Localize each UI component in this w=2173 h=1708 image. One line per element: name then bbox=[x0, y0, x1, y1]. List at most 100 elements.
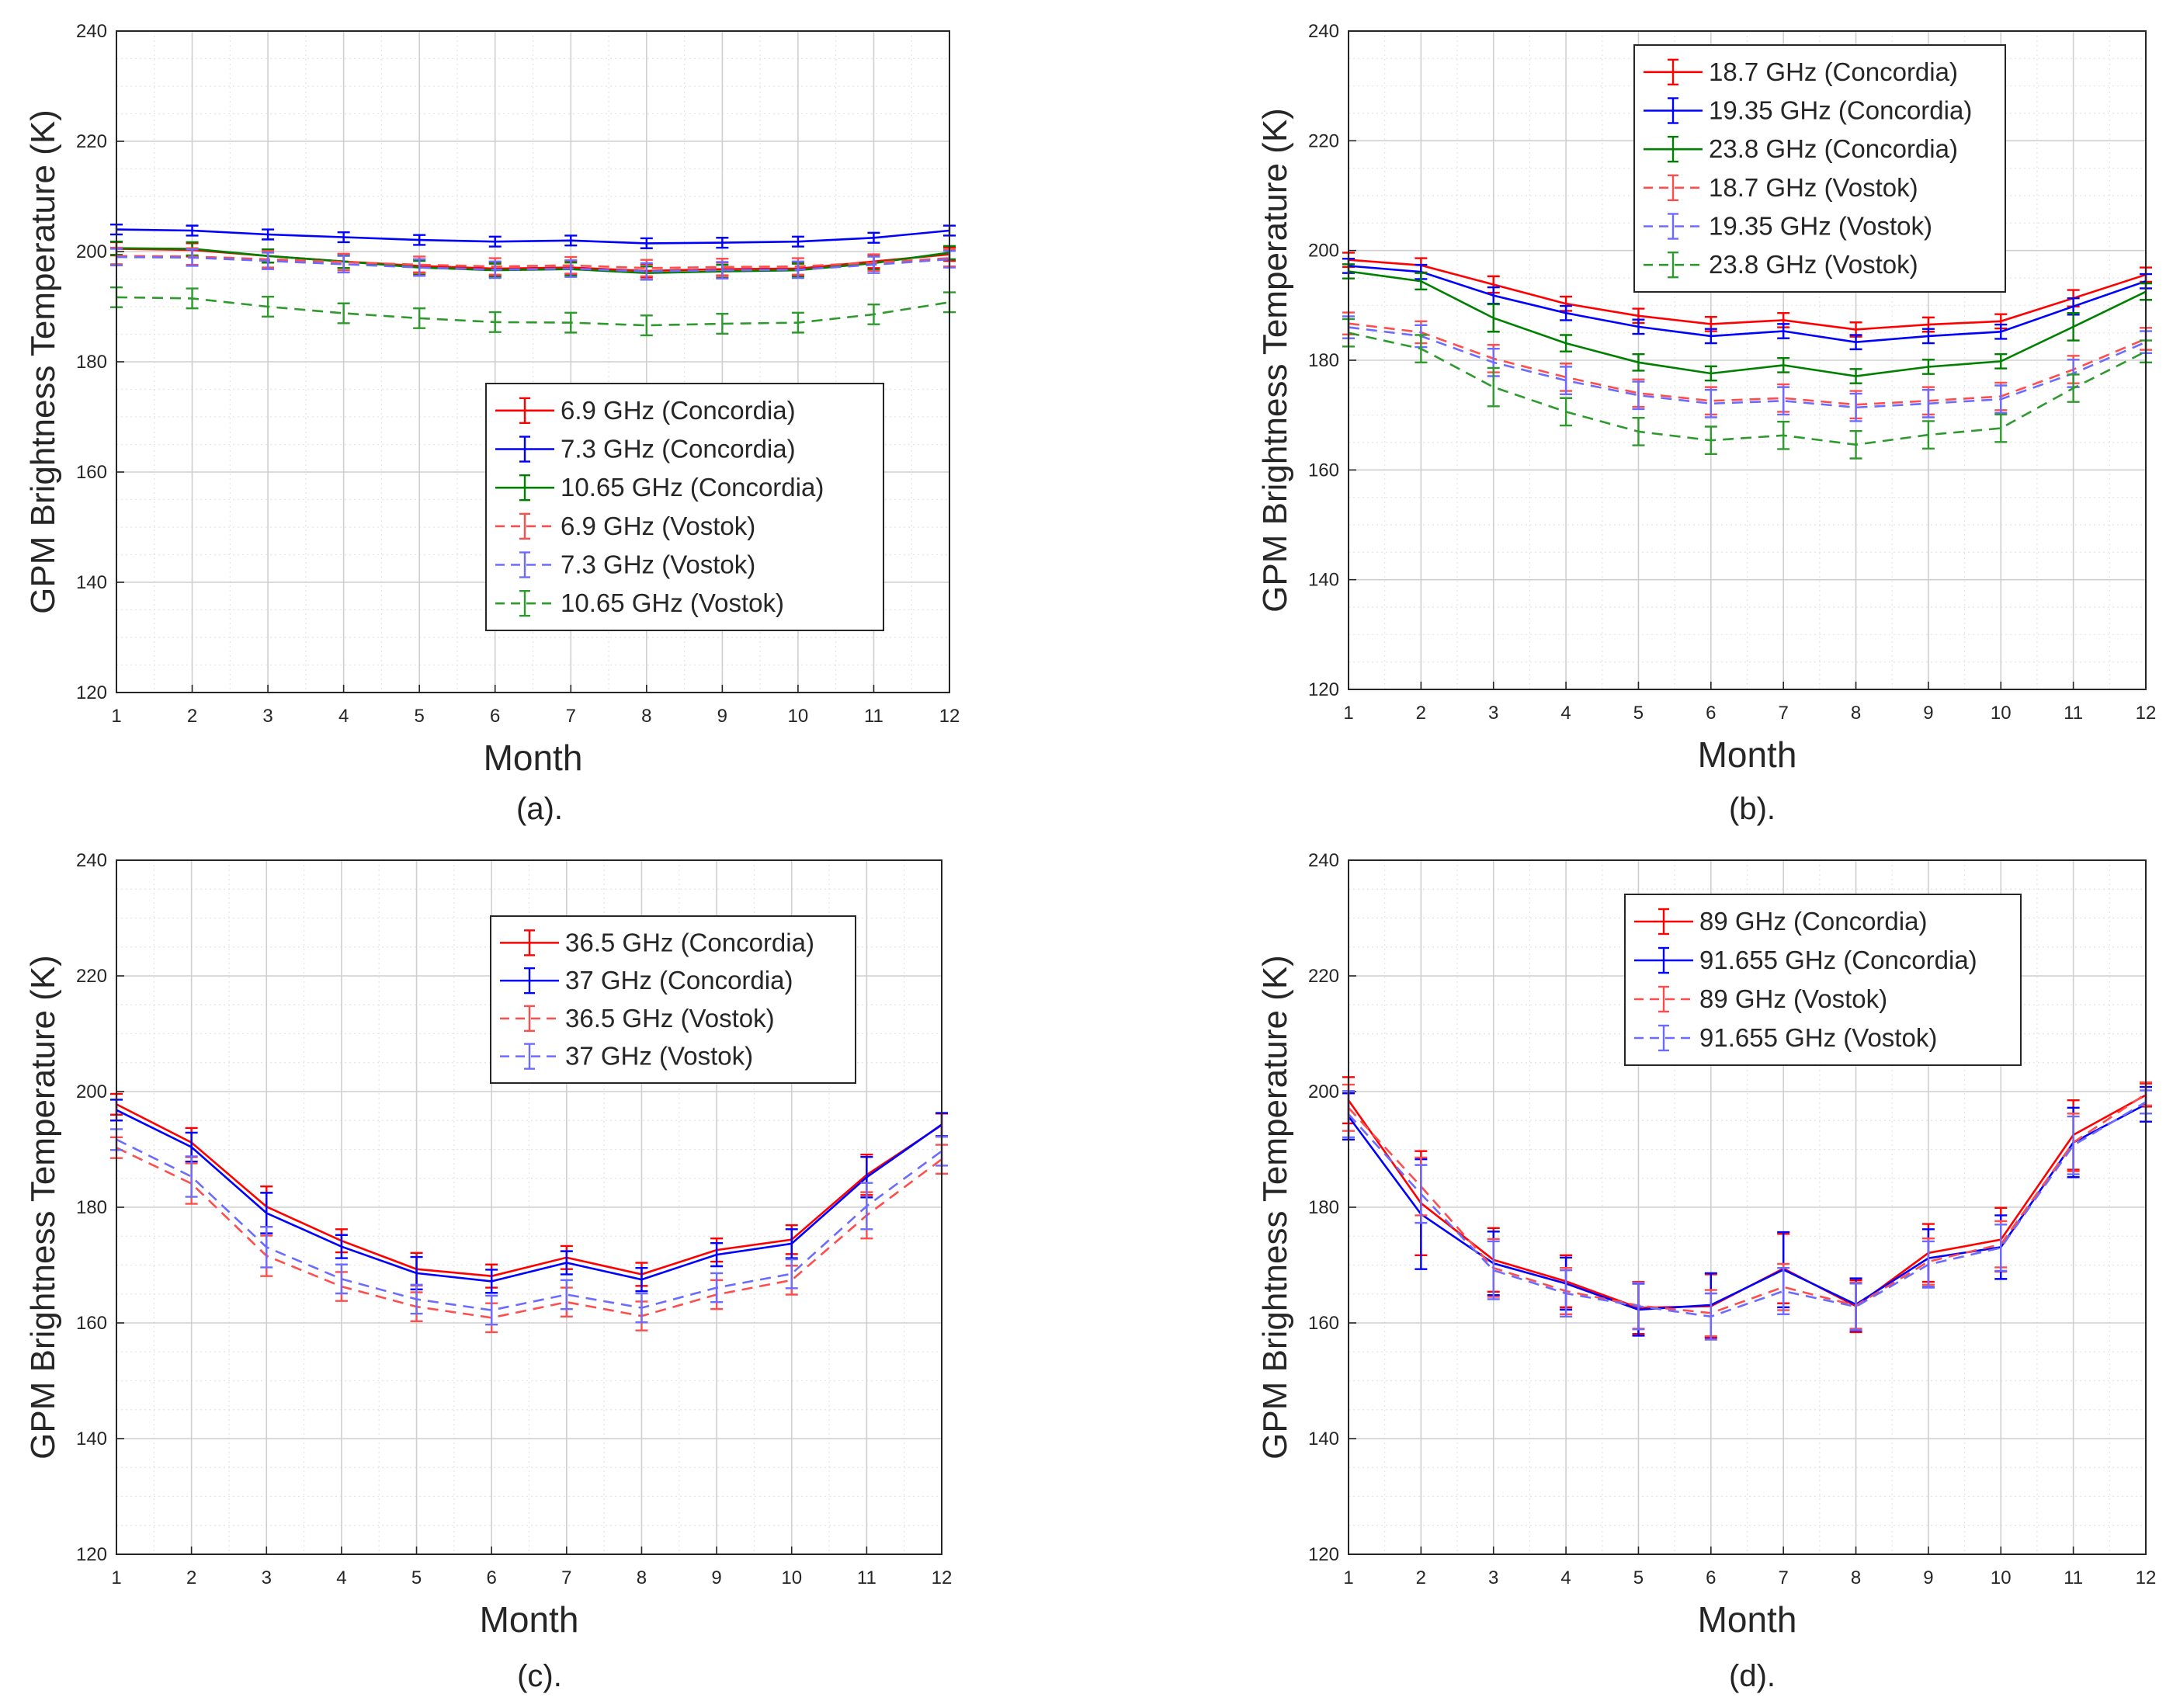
series-line bbox=[116, 296, 950, 327]
caption-d: (d). bbox=[1729, 1659, 1776, 1693]
x-tick-label: 6 bbox=[1706, 1567, 1716, 1588]
legend-label: 18.7 GHz (Vostok) bbox=[1709, 173, 1918, 202]
y-tick-label: 140 bbox=[76, 572, 107, 593]
x-tick-label: 11 bbox=[857, 1567, 876, 1588]
x-tick-label: 2 bbox=[187, 706, 197, 727]
x-axis-label: Month bbox=[484, 738, 583, 778]
y-tick-label: 180 bbox=[76, 1197, 107, 1218]
x-tick-label: 4 bbox=[1560, 703, 1571, 724]
x-tick-label: 2 bbox=[1416, 703, 1426, 724]
legend: 18.7 GHz (Concordia) 19.35 GHz (Concordia… bbox=[1633, 44, 2006, 293]
axes-frame bbox=[116, 859, 942, 1555]
y-tick-label: 200 bbox=[1308, 241, 1339, 262]
x-tick-label: 11 bbox=[864, 706, 883, 727]
y-axis-label: GPM Brightness Temperature (K) bbox=[24, 109, 62, 614]
y-tick-label: 200 bbox=[1308, 1081, 1339, 1102]
x-tick-label: 5 bbox=[1633, 1567, 1644, 1588]
y-tick-label: 160 bbox=[1308, 1313, 1339, 1334]
x-tick-label: 1 bbox=[111, 1567, 121, 1588]
legend-label: 23.8 GHz (Concordia) bbox=[1709, 134, 1958, 163]
legend-label: 6.9 GHz (Concordia) bbox=[561, 396, 796, 425]
x-tick-label: 10 bbox=[788, 706, 809, 727]
y-tick-label: 180 bbox=[76, 352, 107, 373]
legend: 89 GHz (Concordia) 91.655 GHz (Concordia)… bbox=[1624, 894, 2022, 1066]
legend-label: 36.5 GHz (Vostok) bbox=[565, 1004, 775, 1033]
series-4 bbox=[110, 1128, 948, 1326]
x-axis-label: Month bbox=[1698, 734, 1797, 775]
y-tick-label: 160 bbox=[76, 1313, 107, 1334]
x-tick-label: 12 bbox=[939, 706, 960, 727]
series-line bbox=[116, 1103, 942, 1278]
y-tick-label: 160 bbox=[1308, 460, 1339, 481]
y-tick-label: 240 bbox=[1308, 850, 1339, 871]
axes-frame bbox=[1348, 859, 2147, 1555]
series-line bbox=[1348, 1101, 2147, 1318]
y-tick-label: 220 bbox=[1308, 966, 1339, 987]
x-tick-label: 12 bbox=[932, 1567, 953, 1588]
x-tick-label: 8 bbox=[637, 1567, 647, 1588]
legend-label: 18.7 GHz (Concordia) bbox=[1709, 57, 1958, 86]
x-tick-label: 12 bbox=[2136, 703, 2157, 724]
x-tick-label: 3 bbox=[1488, 703, 1498, 724]
x-tick-label: 2 bbox=[1416, 1567, 1426, 1588]
x-tick-label: 9 bbox=[711, 1567, 721, 1588]
y-tick-label: 180 bbox=[1308, 1197, 1339, 1218]
x-tick-label: 6 bbox=[1706, 703, 1716, 724]
axes-frame bbox=[116, 30, 950, 693]
x-tick-label: 11 bbox=[2064, 703, 2083, 724]
legend-box bbox=[490, 915, 856, 1084]
series-3 bbox=[1342, 263, 2152, 384]
y-tick-label: 240 bbox=[76, 21, 107, 42]
y-axis-label: GPM Brightness Temperature (K) bbox=[1256, 955, 1294, 1460]
x-tick-label: 1 bbox=[111, 706, 121, 727]
y-tick-label: 220 bbox=[1308, 130, 1339, 151]
series-line bbox=[116, 255, 950, 273]
legend-box bbox=[485, 383, 884, 631]
x-tick-label: 4 bbox=[338, 706, 349, 727]
y-tick-label: 140 bbox=[76, 1429, 107, 1449]
x-tick-label: 2 bbox=[186, 1567, 196, 1588]
series-line bbox=[116, 228, 950, 245]
legend-box bbox=[1633, 44, 2006, 293]
x-tick-label: 3 bbox=[262, 1567, 272, 1588]
x-tick-label: 10 bbox=[1991, 1567, 2012, 1588]
x-tick-label: 7 bbox=[1779, 1567, 1789, 1588]
series-line bbox=[1348, 259, 2147, 331]
axes-frame bbox=[1348, 30, 2147, 690]
legend-label: 89 GHz (Concordia) bbox=[1699, 907, 1927, 936]
series-line bbox=[116, 1147, 942, 1319]
legend-box bbox=[1624, 894, 2022, 1066]
x-tick-label: 5 bbox=[415, 706, 425, 727]
legend-label: 37 GHz (Vostok) bbox=[565, 1042, 753, 1071]
x-tick-label: 1 bbox=[1343, 1567, 1353, 1588]
x-tick-label: 5 bbox=[411, 1567, 422, 1588]
y-axis-label: GPM Brightness Temperature (K) bbox=[1256, 108, 1294, 613]
series-line bbox=[1348, 270, 2147, 377]
x-tick-label: 8 bbox=[1851, 1567, 1861, 1588]
legend-label: 6.9 GHz (Vostok) bbox=[561, 512, 755, 540]
legend-label: 19.35 GHz (Vostok) bbox=[1709, 212, 1932, 241]
y-tick-label: 220 bbox=[76, 966, 107, 987]
x-tick-label: 4 bbox=[1560, 1567, 1571, 1588]
series-line bbox=[116, 1138, 942, 1311]
x-tick-label: 9 bbox=[1923, 703, 1933, 724]
legend: 36.5 GHz (Concordia) 37 GHz (Concordia) 36… bbox=[490, 915, 856, 1084]
caption-b: (b). bbox=[1729, 792, 1776, 826]
series-6 bbox=[1342, 318, 2152, 460]
x-tick-label: 10 bbox=[781, 1567, 802, 1588]
x-tick-label: 7 bbox=[561, 1567, 571, 1588]
y-axis-label: GPM Brightness Temperature (K) bbox=[24, 955, 62, 1460]
legend-label: 91.655 GHz (Concordia) bbox=[1699, 946, 1977, 974]
caption-a: (a). bbox=[516, 792, 563, 826]
x-tick-label: 8 bbox=[641, 706, 651, 727]
x-tick-label: 7 bbox=[1779, 703, 1789, 724]
y-tick-label: 200 bbox=[76, 1081, 107, 1102]
x-tick-label: 6 bbox=[487, 1567, 497, 1588]
y-tick-label: 180 bbox=[1308, 350, 1339, 371]
legend: 6.9 GHz (Concordia) 7.3 GHz (Concordia) 10… bbox=[485, 383, 884, 631]
